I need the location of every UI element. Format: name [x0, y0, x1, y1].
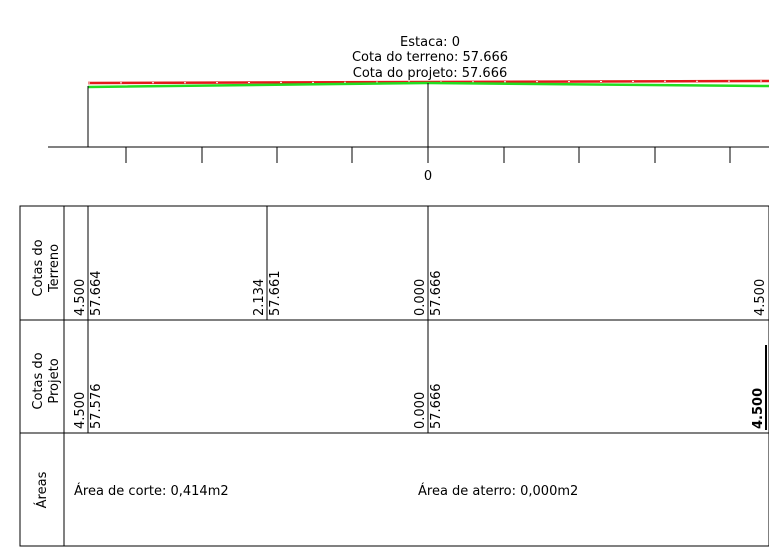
areas-label: Áreas: [34, 471, 50, 508]
axis-ticks: [125, 147, 731, 163]
estaca-label: Estaca: 0: [400, 35, 460, 50]
terreno-elev-value: 57.666: [429, 271, 444, 317]
projeto-label-line2: Projeto: [47, 358, 62, 403]
table-border: [19, 205, 769, 547]
projeto-offset-value: 4.500: [751, 388, 766, 429]
terreno-offset-value: 4.500: [753, 279, 768, 316]
terreno-elev-value: 57.661: [268, 271, 283, 317]
projeto-offset-value: 0.000: [413, 392, 428, 429]
axis-center-label: 0: [424, 169, 432, 184]
terreno-label-line1: Cotas do: [31, 239, 46, 296]
projeto-elev-value: 57.666: [429, 384, 444, 430]
terreno-label-line2: Terreno: [47, 244, 62, 293]
terreno-offset-value: 0.000: [413, 279, 428, 316]
terreno-elev-value: 57.664: [89, 271, 104, 317]
cota-projeto-label: Cota do projeto: 57.666: [353, 66, 508, 81]
projeto-offset-value: 4.500: [73, 392, 88, 429]
area-aterro-text: Área de aterro: 0,000m2: [418, 483, 578, 499]
cota-terreno-label: Cota do terreno: 57.666: [352, 50, 508, 65]
terreno-offset-value: 2.134: [252, 279, 267, 316]
terreno-offset-value: 4.500: [73, 279, 88, 316]
data-table: [19, 205, 769, 547]
projeto-elev-value: 57.576: [89, 384, 104, 430]
area-corte-text: Área de corte: 0,414m2: [74, 483, 229, 499]
projeto-label-line1: Cotas do: [31, 352, 46, 409]
